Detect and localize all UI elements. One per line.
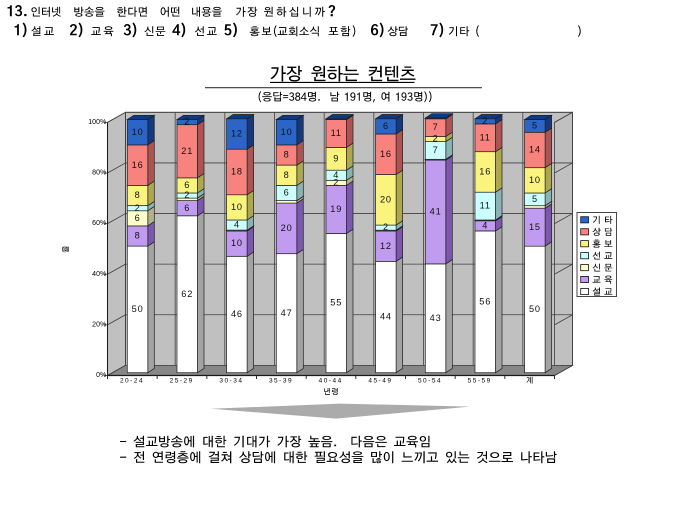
svg-text:7: 7 [433,122,439,132]
svg-text:20-24: 20-24 [120,378,144,385]
svg-text:14: 14 [529,145,541,155]
svg-text:2: 2 [383,222,389,232]
svg-text:47: 47 [281,308,293,318]
svg-text:2: 2 [433,134,439,144]
svg-text:50: 50 [132,304,144,314]
svg-text:6: 6 [184,180,190,190]
svg-text:80%: 80% [92,170,106,177]
svg-text:11: 11 [480,132,491,142]
svg-text:8: 8 [284,150,290,160]
svg-text:6: 6 [284,188,290,198]
svg-text:0%: 0% [96,372,106,379]
svg-text:40-44: 40-44 [319,378,343,385]
svg-text:55-59: 55-59 [468,378,492,385]
svg-text:2: 2 [184,190,190,200]
svg-text:12: 12 [231,129,243,139]
svg-text:2: 2 [184,117,190,127]
svg-text:45-49: 45-49 [368,378,392,385]
svg-text:7: 7 [433,145,439,155]
svg-text:6: 6 [383,121,389,131]
svg-text:4: 4 [482,221,488,231]
svg-text:10: 10 [231,202,243,212]
svg-text:35-39: 35-39 [269,378,293,385]
svg-text:11: 11 [331,128,342,138]
svg-text:10: 10 [529,175,541,185]
svg-text:20%: 20% [92,321,106,328]
svg-text:20: 20 [281,223,293,233]
svg-text:9: 9 [333,153,339,163]
svg-text:16: 16 [380,149,392,159]
svg-text:21: 21 [181,146,193,156]
svg-text:100%: 100% [88,119,106,126]
svg-text:16: 16 [132,160,144,170]
svg-text:4: 4 [333,170,339,180]
svg-text:46: 46 [231,309,243,319]
svg-text:44: 44 [380,312,392,322]
svg-text:6: 6 [184,203,190,213]
svg-text:62: 62 [181,289,193,299]
svg-text:50-54: 50-54 [418,378,442,385]
svg-text:12: 12 [380,241,392,251]
svg-text:40%: 40% [92,271,106,278]
svg-text:11: 11 [480,201,491,211]
svg-text:50: 50 [529,304,541,314]
svg-text:8: 8 [135,231,141,241]
svg-text:5: 5 [532,121,538,131]
svg-text:15: 15 [529,222,541,232]
svg-text:18: 18 [231,167,243,177]
svg-text:16: 16 [479,167,491,177]
svg-text:2: 2 [482,116,488,126]
svg-text:4: 4 [234,220,240,230]
svg-text:2: 2 [135,203,141,213]
svg-text:25-29: 25-29 [170,378,194,385]
svg-text:30-34: 30-34 [219,378,243,385]
svg-text:56: 56 [479,296,491,306]
svg-text:2: 2 [333,178,339,188]
svg-text:10: 10 [231,238,243,248]
svg-text:8: 8 [284,170,290,180]
svg-text:5: 5 [532,194,538,204]
svg-text:10: 10 [281,127,293,137]
svg-text:43: 43 [430,313,442,323]
svg-text:10: 10 [132,127,144,137]
svg-text:41: 41 [430,207,442,217]
svg-text:55: 55 [330,298,342,308]
svg-text:19: 19 [330,204,342,214]
svg-text:20: 20 [380,194,392,204]
svg-text:60%: 60% [92,220,106,227]
svg-text:6: 6 [135,213,141,223]
svg-text:8: 8 [135,190,141,200]
